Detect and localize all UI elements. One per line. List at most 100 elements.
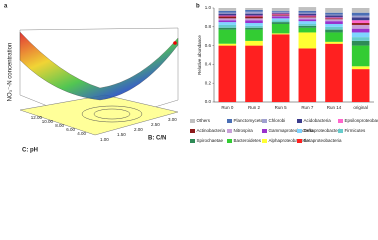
surface-plot: a NO₃⁻-N concentration C: pH B: C/N [4, 4, 179, 154]
bar-segment [325, 26, 343, 30]
x-tick-label: Run 0 [221, 105, 234, 110]
bar-segment [351, 45, 370, 67]
bar-segment [271, 13, 290, 15]
legend-swatch [190, 129, 195, 133]
legend-swatch [190, 119, 195, 123]
bar-segment [325, 18, 343, 20]
legend-swatch [338, 129, 343, 133]
y-axis-label: Relative abundance [197, 35, 202, 75]
bar-segment [245, 25, 263, 28]
bar-segment [351, 12, 370, 16]
x-tick-label: Run 7 [301, 105, 314, 110]
bar-segment [271, 23, 290, 34]
bar-segment [325, 19, 343, 22]
bar-segment [325, 43, 343, 102]
bar-segment [218, 16, 237, 19]
legend-swatch [227, 119, 232, 123]
legend-swatch [262, 119, 267, 123]
bar-segment [271, 10, 290, 12]
bar-segment [298, 25, 317, 28]
y-tick-label: 0.8 [205, 24, 212, 29]
bar-segment [298, 17, 317, 20]
legend-label: Chlorobi [269, 118, 286, 123]
bar-segment [218, 29, 237, 44]
y-tick-label: 1.0 [205, 5, 212, 10]
bar-segment [245, 40, 263, 46]
legend-swatch [297, 139, 302, 143]
legend-swatch [262, 139, 267, 143]
bar-segment [298, 19, 317, 22]
bar-segment [325, 21, 343, 24]
bar-segment [271, 18, 290, 21]
legend-label: Gammaproteobacteria [269, 128, 314, 133]
bar-segment [298, 16, 317, 18]
y-tick-label: 0.4 [205, 62, 212, 67]
bar-segment [218, 45, 237, 102]
bar-segment [245, 8, 263, 10]
bar-segment [245, 15, 263, 17]
legend-swatch [297, 119, 302, 123]
bar-segment [351, 32, 370, 38]
y-tick-label: 2.00 [134, 127, 143, 132]
bar-segment [245, 11, 263, 14]
legend-label: Actinobacteria [197, 128, 226, 133]
bar-segment [218, 43, 237, 46]
panel-label: a [4, 4, 8, 10]
x-tick-label: 10.00 [42, 119, 54, 124]
bar-segment [298, 48, 317, 102]
x-tick-label: 4.00 [77, 131, 86, 136]
bar-segment [325, 17, 343, 19]
legend-label: Bacteroidetes [234, 138, 262, 143]
legend-swatch [227, 129, 232, 133]
bar-segment [351, 23, 370, 25]
bar-segment [245, 27, 263, 30]
bar-segment [298, 15, 317, 17]
bar-segment [325, 32, 343, 42]
legend-label: Planctomycetes [234, 118, 267, 123]
bar-segment [218, 10, 237, 13]
y-tick-label: 0.2 [205, 80, 212, 85]
y-tick-label: 0.0 [205, 99, 212, 104]
bar-segment [298, 12, 317, 14]
bar-segment [271, 33, 290, 35]
bar-segment [298, 32, 317, 49]
bar-segment [271, 16, 290, 19]
response-surface [19, 31, 179, 101]
bar-segment [245, 20, 263, 24]
y-tick-label: 2.50 [151, 122, 160, 127]
bar-segment [351, 24, 370, 29]
bar-segment [351, 28, 370, 33]
bar-segment [351, 69, 370, 102]
bar-segment [271, 20, 290, 23]
bar-segment [218, 12, 237, 14]
bar-segment [245, 23, 263, 26]
bar-segment [245, 9, 263, 12]
legend-swatch [190, 139, 195, 143]
x-tick-label: 6.00 [66, 127, 75, 132]
bar-segment [218, 15, 237, 17]
bar-segment [298, 27, 317, 33]
x-tick-label: 12.00 [31, 115, 43, 120]
bar-segment [218, 20, 237, 23]
legend-swatch [297, 129, 302, 133]
panel-label: b [196, 4, 200, 10]
legend-label: Others [197, 118, 211, 123]
bar-segment [271, 15, 290, 17]
contour [93, 108, 131, 120]
x-tick-label: Run 14 [327, 105, 342, 110]
bar-segment [298, 21, 317, 24]
legend-label: Betaproteobacteria [304, 138, 343, 143]
bar-segment [325, 41, 343, 44]
bar-segment [218, 13, 237, 16]
y-tick-label: 0.6 [205, 43, 212, 48]
bar-segment [271, 11, 290, 13]
bar-segment [351, 40, 370, 46]
bar-segment [245, 45, 263, 102]
bar-segment [325, 23, 343, 27]
x-axis-label: C: pH [22, 148, 38, 154]
bar-segment [271, 12, 290, 14]
bar-segment [218, 18, 237, 21]
legend-label: Nitrospira [234, 128, 254, 133]
bar-segment [298, 7, 317, 11]
legend-label: Deltaproteobacteria [304, 128, 344, 133]
